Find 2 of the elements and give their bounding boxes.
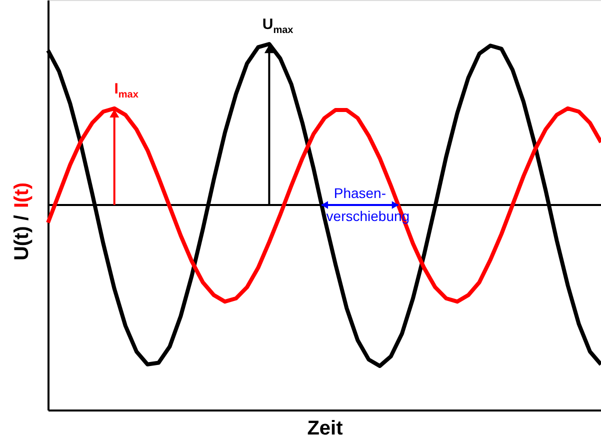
y-axis-title: U(t) / I(t): [11, 182, 33, 261]
x-axis-title: Zeit: [307, 418, 344, 440]
